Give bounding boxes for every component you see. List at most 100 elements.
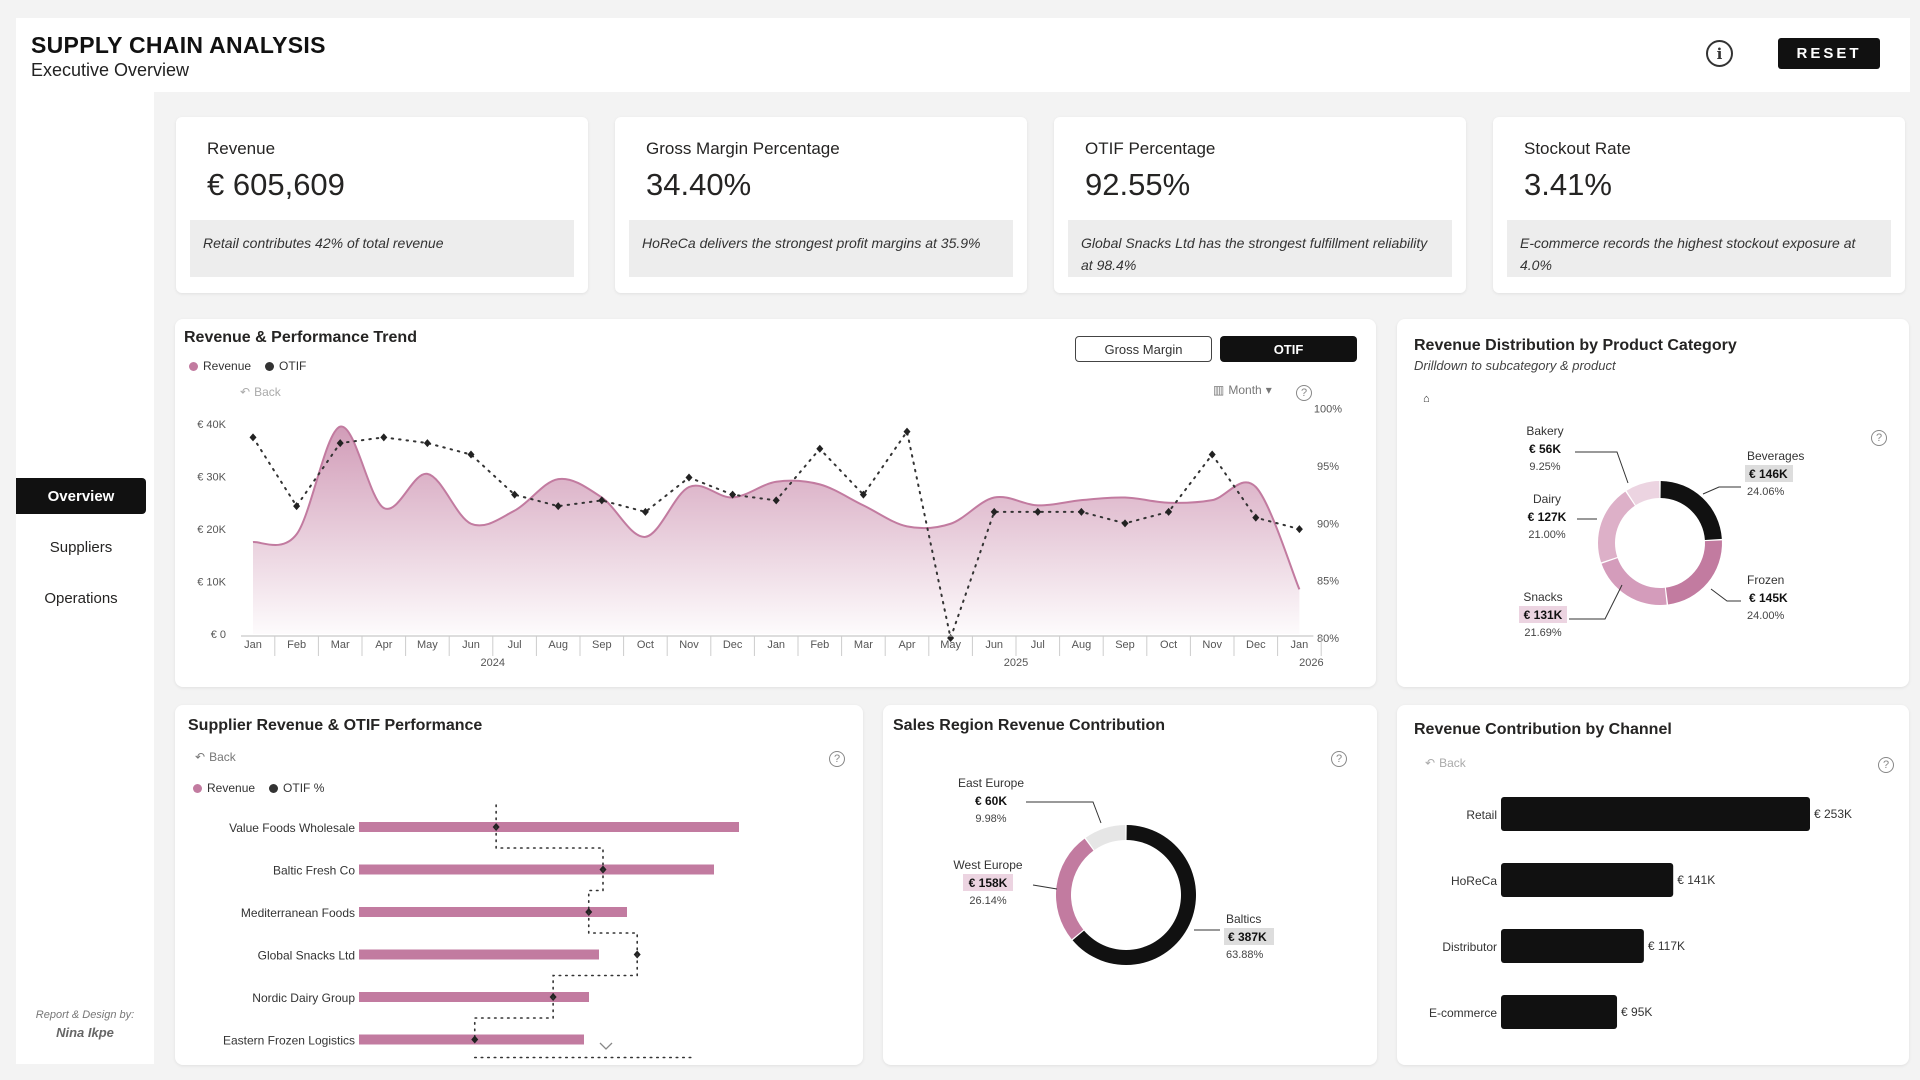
category-leader-line — [1710, 588, 1741, 602]
region-label: West Europe — [953, 858, 1022, 872]
category-label: Snacks — [1523, 590, 1562, 604]
category-leader-line — [1575, 451, 1629, 484]
y-right-tick: 90% — [1317, 518, 1339, 530]
help-icon[interactable]: ? — [1871, 430, 1887, 446]
channel-back-button[interactable]: ↶ Back — [1425, 756, 1466, 770]
kpi-otif: OTIF Percentage 92.55% Global Snacks Ltd… — [1054, 117, 1466, 293]
nav-operations[interactable]: Operations — [44, 589, 118, 607]
category-pct: 24.06% — [1747, 486, 1785, 498]
channel-bar — [1501, 863, 1674, 897]
trend-back-button[interactable]: ↶ Back — [240, 385, 281, 399]
category-value: € 127K — [1528, 510, 1567, 524]
kpi-note: Retail contributes 42% of total revenue — [190, 220, 574, 277]
toggle-gross-margin[interactable]: Gross Margin — [1075, 336, 1212, 362]
supplier-otif-line — [473, 996, 554, 1041]
kpi-value: € 605,609 — [207, 167, 345, 202]
region-pct: 63.88% — [1226, 949, 1264, 961]
y-left-tick: € 0 — [211, 629, 226, 641]
x-tick-label: Feb — [810, 639, 829, 651]
toggle-otif[interactable]: OTIF — [1220, 336, 1357, 362]
help-icon[interactable]: ? — [1331, 751, 1347, 767]
category-pct: 21.00% — [1528, 529, 1566, 541]
category-pct: 21.69% — [1524, 627, 1562, 639]
category-value: € 146K — [1749, 467, 1788, 481]
otif-point — [1252, 513, 1260, 522]
region-donut: Baltics € 387K 63.88% West Europe € 158K 26.1… — [953, 776, 1274, 965]
category-slice — [1660, 481, 1722, 541]
back-arrow-icon: ↶ — [240, 385, 251, 399]
supplier-back-button[interactable]: ↶ Back — [195, 750, 236, 764]
channel-value: € 141K — [1677, 873, 1715, 887]
otif-point — [772, 496, 780, 505]
credit-block: Report & Design by: Nina Ikpe — [16, 1006, 154, 1042]
granularity-selector[interactable]: ▥ Month ▾ — [1213, 383, 1272, 397]
trend-title: Revenue & Performance Trend — [184, 329, 417, 346]
y-right-tick: 85% — [1317, 576, 1339, 588]
channel-bar — [1501, 929, 1644, 963]
credit-author: Nina Ikpe — [56, 1025, 114, 1040]
otif-point — [685, 473, 693, 482]
kpi-note: E-commerce records the highest stockout … — [1507, 220, 1891, 277]
kpi-label: Stockout Rate — [1524, 139, 1631, 158]
x-tick-label: Jan — [1291, 639, 1309, 651]
x-tick-label: Jun — [985, 639, 1003, 651]
supplier-name: Baltic Fresh Co — [273, 864, 355, 878]
category-leader-line — [1569, 584, 1623, 620]
category-label: Dairy — [1533, 492, 1561, 506]
page-subtitle: Executive Overview — [31, 60, 190, 80]
category-slice — [1601, 558, 1667, 605]
legend-otif: OTIF % — [269, 781, 324, 795]
x-tick-label: Sep — [592, 639, 612, 651]
y-left-tick: € 30K — [197, 472, 226, 484]
x-tick-label: May — [417, 639, 438, 651]
channel-value: € 253K — [1814, 807, 1852, 821]
channel-value: € 95K — [1621, 1005, 1652, 1019]
x-tick-label: Mar — [331, 639, 350, 651]
region-leader-line — [1026, 801, 1102, 824]
help-icon[interactable]: ? — [1296, 385, 1312, 401]
category-title: Revenue Distribution by Product Category — [1414, 337, 1737, 354]
x-tick-label: Dec — [1246, 639, 1266, 651]
info-icon[interactable]: i — [1706, 40, 1733, 67]
reset-button[interactable]: RESET — [1778, 38, 1880, 69]
x-tick-label: Jan — [244, 639, 262, 651]
region-label: East Europe — [958, 776, 1024, 790]
y-left-tick: € 20K — [197, 524, 226, 536]
region-value: € 158K — [969, 876, 1008, 890]
supplier-name: Global Snacks Ltd — [258, 949, 355, 963]
channel-bar — [1501, 995, 1618, 1029]
x-tick-label: Apr — [898, 639, 915, 651]
kpi-value: 3.41% — [1524, 167, 1612, 202]
help-icon[interactable]: ? — [1878, 757, 1894, 773]
x-tick-label: Jun — [462, 639, 480, 651]
otif-point — [1165, 507, 1173, 516]
x-tick-label: Nov — [679, 639, 699, 651]
supplier-revenue-bar — [359, 949, 599, 960]
kpi-label: OTIF Percentage — [1085, 139, 1216, 158]
otif-point — [249, 433, 257, 442]
channel-name: E-commerce — [1429, 1006, 1497, 1020]
help-icon[interactable]: ? — [829, 751, 845, 767]
chevron-down-icon: ▾ — [1265, 383, 1272, 397]
supplier-name: Mediterranean Foods — [241, 906, 355, 920]
x-group-label: 2025 — [1004, 657, 1028, 669]
otif-point — [1034, 507, 1042, 516]
scroll-chevron-icon — [599, 1042, 613, 1050]
nav-suppliers[interactable]: Suppliers — [49, 538, 113, 556]
trend-chart: € 0 € 10K € 20K € 30K € 40K 80% 85% 90% 95% 100% J… — [197, 404, 1342, 669]
supplier-revenue-bar — [359, 992, 589, 1002]
region-title: Sales Region Revenue Contribution — [893, 717, 1166, 734]
otif-point — [1208, 450, 1216, 459]
legend-revenue: Revenue — [193, 781, 255, 795]
supplier-card: Supplier Revenue & OTIF Performance ↶ Bac… — [175, 705, 863, 1065]
supplier-otif-line — [552, 953, 639, 998]
credit-label: Report & Design by: — [35, 1009, 135, 1021]
category-label: Beverages — [1747, 449, 1804, 463]
category-value: € 131K — [1524, 608, 1563, 622]
nav-overview[interactable]: Overview — [16, 478, 146, 514]
region-slice — [1056, 838, 1094, 940]
home-icon[interactable]: ⌂ — [1423, 393, 1430, 405]
x-tick-label: Feb — [287, 639, 306, 651]
supplier-name: Value Foods Wholesale — [229, 821, 355, 835]
supplier-revenue-bar — [359, 864, 714, 875]
